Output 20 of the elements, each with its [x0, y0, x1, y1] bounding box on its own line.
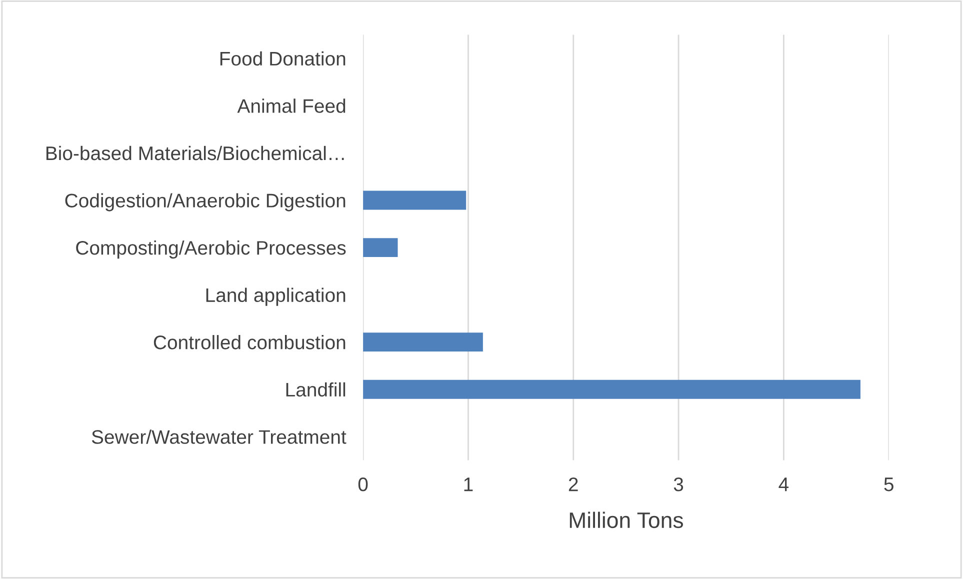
- bar: [363, 190, 466, 210]
- y-tick-label: Controlled combustion: [154, 335, 346, 350]
- x-tick-label: 1: [464, 478, 473, 492]
- y-tick-label: Food Donation: [220, 51, 346, 66]
- y-tick-label: Composting/Aerobic Processes: [76, 240, 346, 259]
- bar: [363, 380, 860, 399]
- y-tick-label: Landfill: [286, 382, 346, 397]
- y-tick-label: Bio-based Materials/Biochemical…: [46, 146, 344, 160]
- x-tick-label: 4: [778, 478, 789, 492]
- x-tick-label: 2: [568, 477, 578, 492]
- x-axis-title: Million Tons: [570, 512, 683, 528]
- bar: [363, 238, 398, 257]
- y-tick-label: Codigestion/Anaerobic Digestion: [65, 193, 346, 212]
- y-tick-label: Animal Feed: [237, 98, 346, 113]
- y-tick-label: Land application: [206, 288, 346, 306]
- x-tick-label: 3: [674, 477, 684, 492]
- bar: [363, 332, 483, 352]
- x-tick-label: 0: [358, 477, 368, 492]
- y-tick-label: Sewer/Wastewater Treatment: [92, 430, 346, 444]
- x-tick-label: 5: [884, 478, 894, 492]
